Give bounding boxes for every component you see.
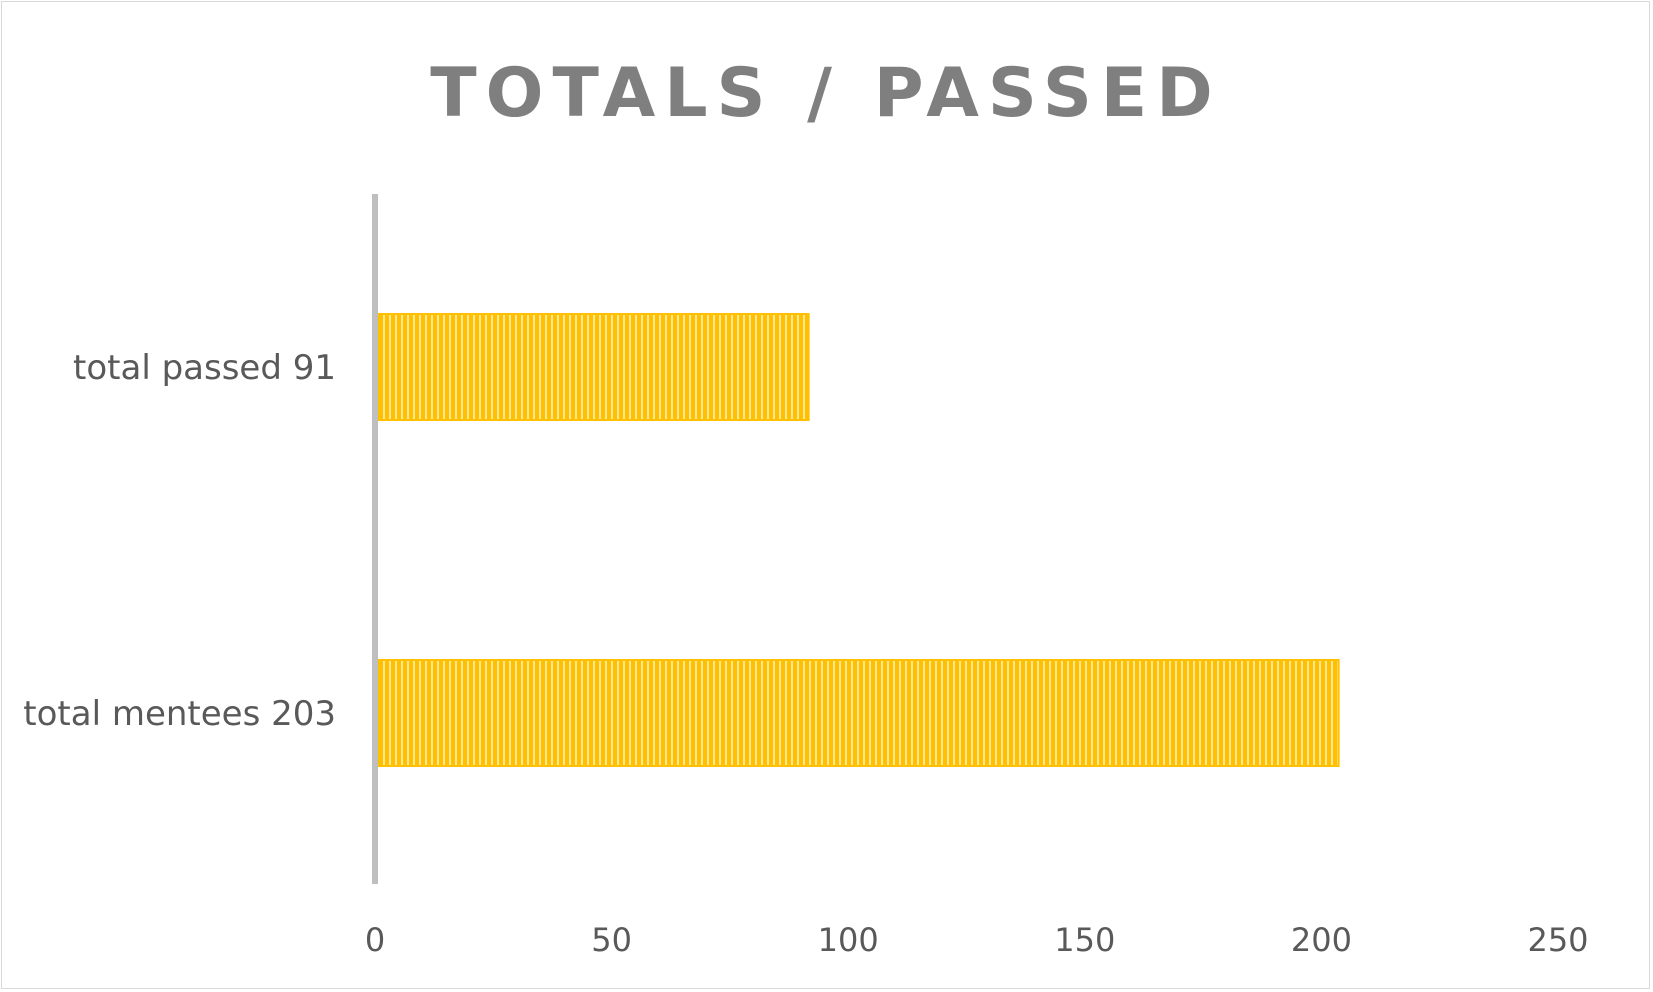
x-tick-label: 50 <box>591 921 632 959</box>
bars-layer <box>377 313 1340 767</box>
category-label: total mentees 203 <box>23 694 336 734</box>
x-tick-label: 250 <box>1527 921 1588 959</box>
x-tick-label: 150 <box>1054 921 1115 959</box>
x-tick-label: 200 <box>1291 921 1352 959</box>
bar <box>377 659 1340 767</box>
x-axis-tick-labels: 0 50 100 150 200 250 <box>365 921 1589 959</box>
category-labels: total mentees 203 total passed 91 <box>23 348 336 734</box>
chart-title: TOTALS / PASSED <box>430 54 1221 133</box>
x-tick-label: 0 <box>365 921 385 959</box>
x-tick-label: 100 <box>818 921 879 959</box>
category-label: total passed 91 <box>73 348 336 388</box>
bar <box>377 313 810 421</box>
